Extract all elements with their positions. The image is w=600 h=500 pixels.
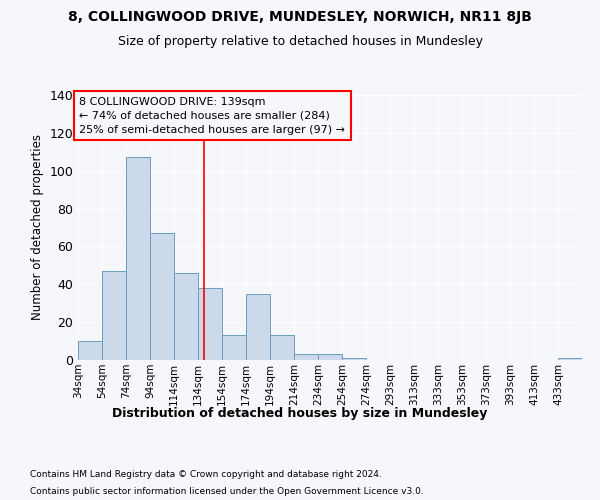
Bar bbox=[126, 158, 150, 360]
Bar bbox=[150, 233, 174, 360]
Bar bbox=[246, 294, 270, 360]
Text: Contains public sector information licensed under the Open Government Licence v3: Contains public sector information licen… bbox=[30, 488, 424, 496]
Bar bbox=[78, 341, 102, 360]
Bar bbox=[102, 271, 126, 360]
Bar bbox=[270, 336, 294, 360]
Text: 8 COLLINGWOOD DRIVE: 139sqm
← 74% of detached houses are smaller (284)
25% of se: 8 COLLINGWOOD DRIVE: 139sqm ← 74% of det… bbox=[79, 97, 345, 135]
Text: Contains HM Land Registry data © Crown copyright and database right 2024.: Contains HM Land Registry data © Crown c… bbox=[30, 470, 382, 479]
Bar bbox=[294, 354, 318, 360]
Text: 8, COLLINGWOOD DRIVE, MUNDESLEY, NORWICH, NR11 8JB: 8, COLLINGWOOD DRIVE, MUNDESLEY, NORWICH… bbox=[68, 10, 532, 24]
Bar bbox=[198, 288, 222, 360]
Bar bbox=[318, 354, 342, 360]
Y-axis label: Number of detached properties: Number of detached properties bbox=[31, 134, 44, 320]
Text: Distribution of detached houses by size in Mundesley: Distribution of detached houses by size … bbox=[112, 408, 488, 420]
Text: Size of property relative to detached houses in Mundesley: Size of property relative to detached ho… bbox=[118, 35, 482, 48]
Bar bbox=[342, 358, 366, 360]
Bar bbox=[558, 358, 582, 360]
Bar bbox=[222, 336, 246, 360]
Bar bbox=[174, 273, 198, 360]
